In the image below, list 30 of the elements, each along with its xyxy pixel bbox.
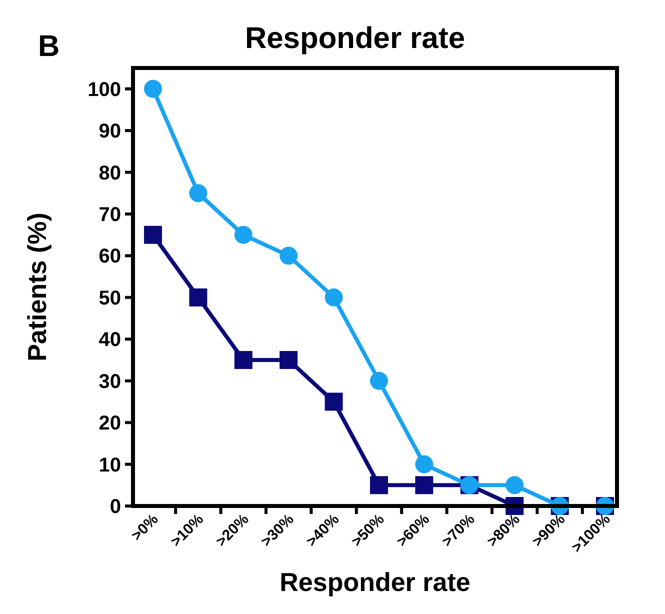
y-tick-label: 0 <box>110 496 121 518</box>
point <box>280 351 298 369</box>
point <box>324 288 343 306</box>
point <box>280 246 298 265</box>
point <box>506 476 524 494</box>
point <box>189 184 208 202</box>
point <box>370 372 388 390</box>
y-tick-label: 80 <box>98 162 121 184</box>
point <box>415 476 434 494</box>
y-tick-label: 20 <box>98 412 121 435</box>
point <box>370 476 388 494</box>
y-tick-label: 40 <box>98 329 121 352</box>
y-tick-label: 70 <box>98 204 121 226</box>
point <box>324 392 343 411</box>
point <box>234 226 252 244</box>
y-tick-label: 60 <box>98 246 121 268</box>
y-tick-label: 100 <box>88 78 121 101</box>
point <box>189 288 208 306</box>
y-tick-label: 30 <box>98 370 121 393</box>
y-axis-title: Patients (%) <box>22 212 52 362</box>
y-tick-label: 90 <box>98 120 121 143</box>
chart-title: Responder rate <box>244 22 466 55</box>
y-tick-label: 50 <box>98 287 121 310</box>
point <box>234 351 252 369</box>
y-tick-label: 10 <box>98 454 121 476</box>
point <box>144 226 162 244</box>
point <box>415 455 434 474</box>
text: B <box>38 30 60 63</box>
x-axis-title: Responder rate <box>280 567 470 597</box>
point <box>144 80 162 98</box>
